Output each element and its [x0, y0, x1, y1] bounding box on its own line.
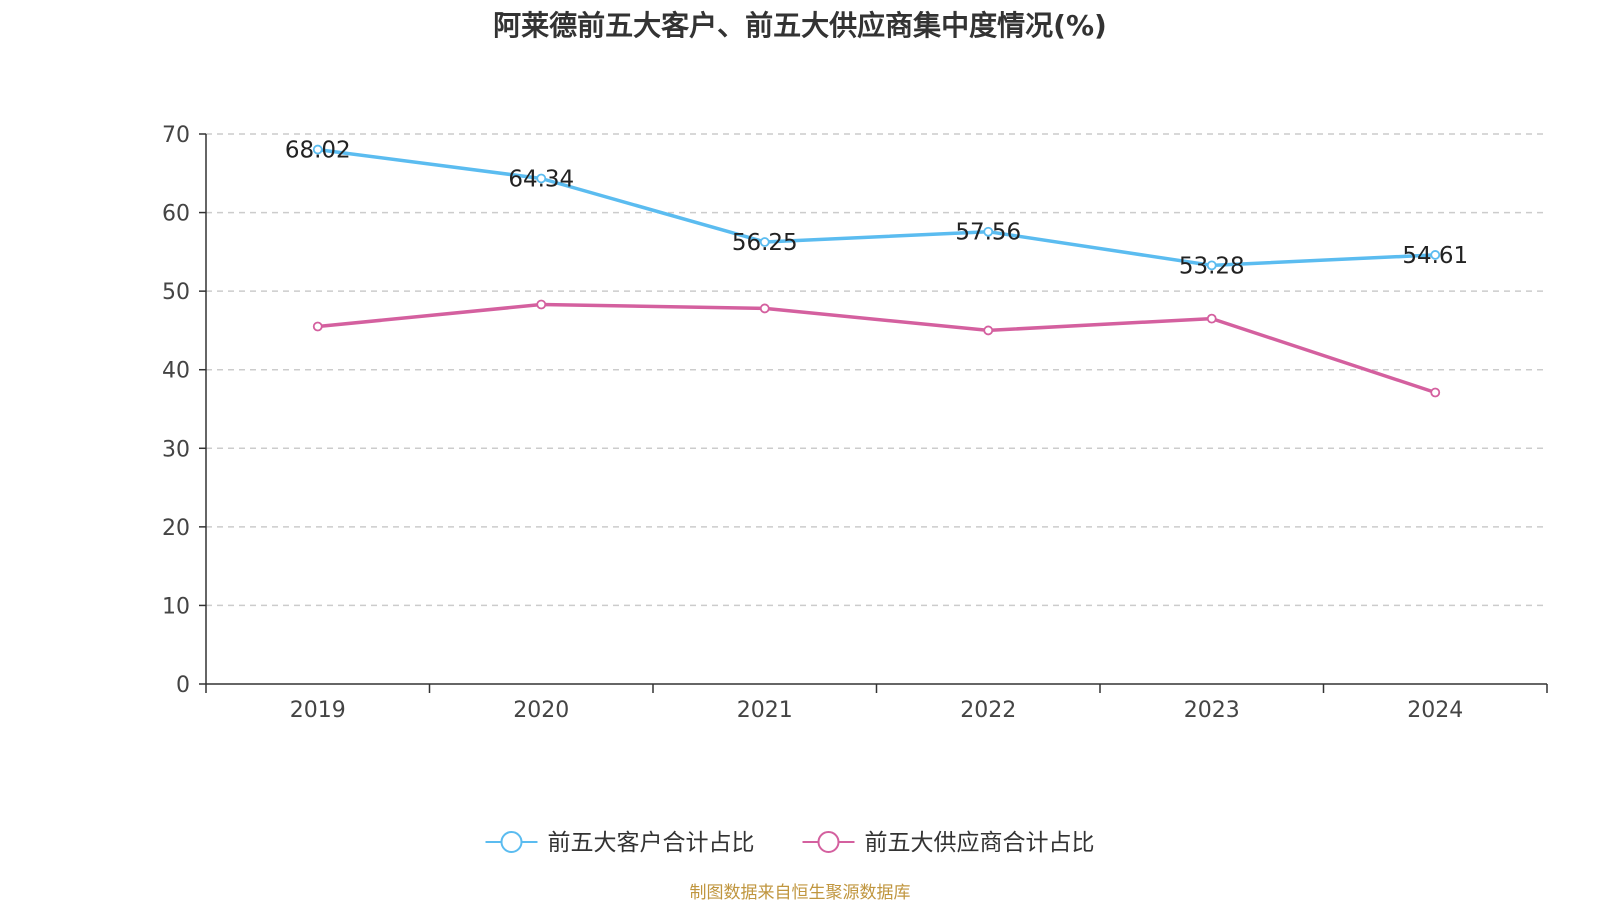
data-point[interactable] — [1206, 260, 1217, 271]
legend-marker — [500, 831, 523, 853]
x-tick-label: 2020 — [513, 698, 569, 723]
series — [312, 144, 1441, 398]
data-point[interactable] — [759, 303, 770, 314]
data-point[interactable] — [983, 226, 994, 237]
y-tick-label: 30 — [162, 437, 190, 462]
y-tick-label: 60 — [162, 202, 190, 227]
y-tick-label: 20 — [162, 516, 190, 541]
axes: 0 10 20 30 40 50 60 70 2019 2020 2021 2022 2023 2024 — [162, 123, 1548, 723]
data-label: 54.61 — [1402, 243, 1468, 269]
data-point[interactable] — [1206, 313, 1217, 324]
y-tick-label: 40 — [162, 359, 190, 384]
legend-item-1[interactable]: 前五大供应商合计占比 — [802, 830, 1095, 856]
data-label: 68.02 — [285, 138, 351, 164]
data-label: 56.25 — [732, 230, 798, 256]
legend-item-0[interactable]: 前五大客户合计占比 — [485, 830, 755, 856]
x-tick-label: 2021 — [737, 698, 793, 723]
data-label: 57.56 — [955, 220, 1021, 246]
data-label: 64.34 — [508, 166, 574, 192]
legend-label: 前五大客户合计占比 — [548, 830, 755, 856]
data-point[interactable] — [312, 321, 323, 332]
data-point[interactable] — [536, 299, 547, 310]
legend-label: 前五大供应商合计占比 — [865, 830, 1095, 856]
data-point[interactable] — [983, 325, 994, 336]
data-point[interactable] — [759, 237, 770, 247]
chart-title: 阿莱德前五大客户、前五大供应商集中度情况(%) — [493, 9, 1107, 42]
data-point[interactable] — [1430, 250, 1441, 260]
data-point[interactable] — [1430, 387, 1441, 398]
y-tick-label: 0 — [176, 673, 190, 698]
series-line-1 — [317, 302, 1436, 395]
legend[interactable]: 前五大客户合计占比 前五大供应商合计占比 — [485, 830, 1095, 856]
y-tick-label: 70 — [162, 123, 190, 148]
grid-lines — [206, 133, 1547, 607]
data-point[interactable] — [312, 144, 323, 155]
legend-marker — [817, 831, 840, 853]
x-tick-label: 2022 — [960, 698, 1016, 723]
y-tick-label: 50 — [162, 280, 190, 305]
source-note: 制图数据来自恒生聚源数据库 — [689, 883, 911, 903]
x-tick-label: 2024 — [1407, 698, 1463, 723]
series-line-0 — [317, 147, 1436, 268]
data-point[interactable] — [536, 173, 547, 184]
data-labels: 68.02 64.34 56.25 57.56 53.28 54.61 — [285, 138, 1468, 280]
data-label: 53.28 — [1179, 253, 1245, 279]
x-tick-label: 2019 — [290, 698, 346, 723]
y-tick-label: 10 — [162, 594, 190, 619]
x-tick-label: 2023 — [1184, 698, 1240, 723]
